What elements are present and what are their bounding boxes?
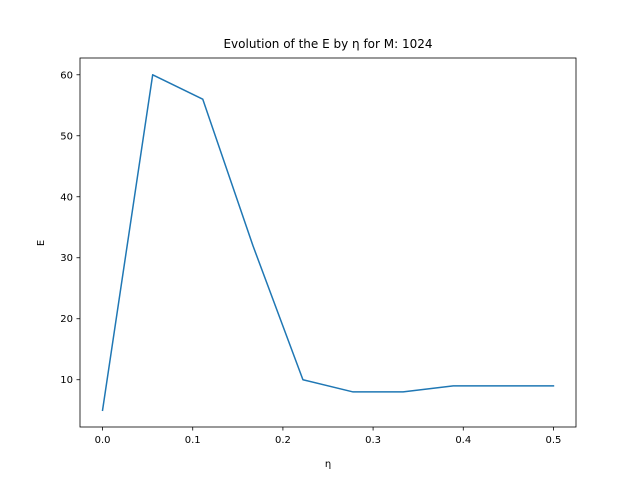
x-tick-label: 0.5 [546, 435, 562, 446]
x-tick-label: 0.1 [185, 435, 201, 446]
y-tick-label: 50 [60, 131, 73, 142]
x-tick-label: 0.3 [365, 435, 381, 446]
x-tick-label: 0.2 [275, 435, 291, 446]
x-tick-label: 0.4 [455, 435, 471, 446]
y-tick-label: 10 [60, 375, 73, 386]
y-tick-label: 20 [60, 314, 73, 325]
chart-title: Evolution of the E by η for M: 1024 [223, 37, 432, 51]
plot-area [101, 74, 555, 412]
axes: 0.0 0.1 0.2 0.3 0.4 0.5 10 20 30 40 50 60 [60, 57, 577, 446]
y-tick-label: 40 [60, 192, 73, 203]
axes-frame [79, 57, 577, 428]
y-tick-label: 60 [60, 70, 73, 81]
y-tick-label: 30 [60, 253, 73, 264]
y-axis-label: E [36, 240, 47, 246]
series-line-0 [101, 74, 555, 412]
x-tick-label: 0.0 [95, 435, 111, 446]
x-axis-label: η [325, 459, 331, 470]
